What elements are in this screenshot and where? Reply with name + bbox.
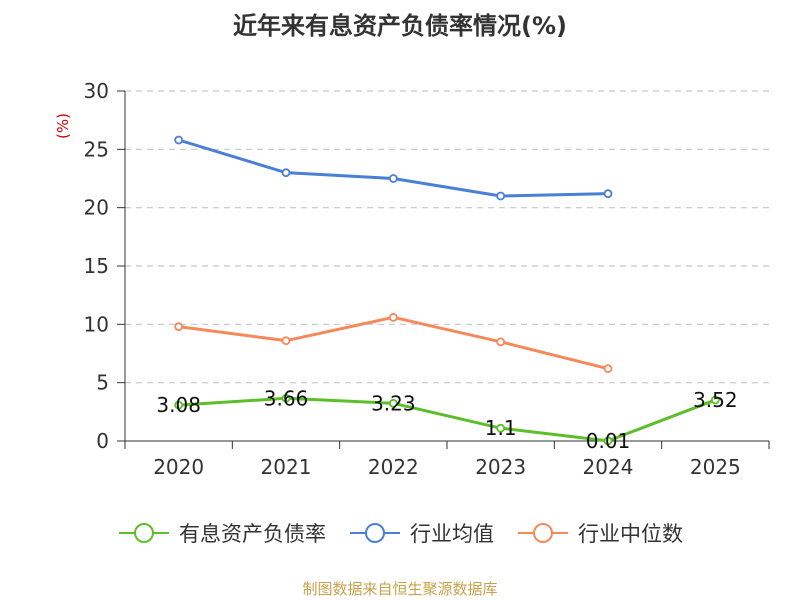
data-point bbox=[496, 191, 506, 201]
data-point bbox=[603, 189, 613, 199]
legend-marker-icon bbox=[350, 523, 400, 543]
y-axis-unit: (%) bbox=[54, 113, 72, 139]
data-labels: 3.08 3.66 3.23 1.1 0.01 3.52 bbox=[156, 386, 737, 453]
y-tick-label: 20 bbox=[84, 196, 109, 220]
legend-marker-icon bbox=[119, 523, 169, 543]
legend-label: 有息资产负债率 bbox=[179, 522, 326, 546]
chart-title: 近年来有息资产负债率情况(%) bbox=[233, 12, 567, 40]
data-point bbox=[281, 393, 291, 403]
data-point bbox=[388, 398, 398, 408]
data-label: 1.1 bbox=[485, 416, 517, 440]
y-tick-label: 15 bbox=[84, 254, 109, 278]
series-line-2 bbox=[178, 315, 609, 371]
data-point bbox=[603, 436, 613, 446]
data-label: 3.23 bbox=[371, 391, 416, 415]
data-point bbox=[388, 174, 398, 183]
legend-label: 行业中位数 bbox=[578, 522, 683, 546]
legend-item-series-2[interactable]: 行业中位数 bbox=[516, 518, 683, 548]
legend-item-series-0[interactable]: 有息资产负债率 bbox=[117, 518, 326, 548]
data-point bbox=[496, 337, 506, 347]
y-tick-label: 25 bbox=[84, 137, 109, 161]
data-label: 0.01 bbox=[586, 429, 631, 453]
x-tick-label: 2020 bbox=[153, 455, 204, 479]
legend: 有息资产负债率 行业均值 行业中位数 bbox=[0, 518, 800, 548]
data-point bbox=[388, 312, 398, 322]
data-point bbox=[710, 395, 720, 405]
x-tick-label: 2025 bbox=[690, 455, 741, 479]
data-label: 3.08 bbox=[156, 393, 201, 417]
legend-label: 行业均值 bbox=[410, 522, 494, 546]
data-label: 3.52 bbox=[693, 388, 738, 412]
data-point bbox=[281, 336, 291, 346]
data-label: 3.66 bbox=[264, 386, 309, 410]
x-tick-label: 2021 bbox=[261, 455, 312, 479]
data-point bbox=[174, 322, 184, 332]
y-tick-label: 0 bbox=[96, 429, 109, 453]
data-point bbox=[496, 423, 506, 433]
y-tick-label: 10 bbox=[84, 312, 109, 336]
y-tick-label: 5 bbox=[96, 371, 109, 395]
series-line-0 bbox=[178, 396, 716, 443]
grid-lines bbox=[125, 90, 769, 384]
y-tick-label: 30 bbox=[84, 79, 109, 103]
x-tick-label: 2022 bbox=[368, 455, 419, 479]
series-lines bbox=[174, 135, 720, 446]
data-point bbox=[174, 135, 184, 145]
legend-item-series-1[interactable]: 行业均值 bbox=[348, 518, 494, 548]
source-note: 制图数据来自恒生聚源数据库 bbox=[302, 580, 498, 598]
x-tick-label: 2023 bbox=[475, 455, 526, 479]
legend-marker-icon bbox=[518, 523, 568, 543]
data-point bbox=[603, 364, 613, 374]
series-line-1 bbox=[178, 138, 609, 198]
x-tick-label: 2024 bbox=[583, 455, 634, 479]
data-point bbox=[281, 168, 291, 178]
data-point bbox=[174, 400, 184, 410]
